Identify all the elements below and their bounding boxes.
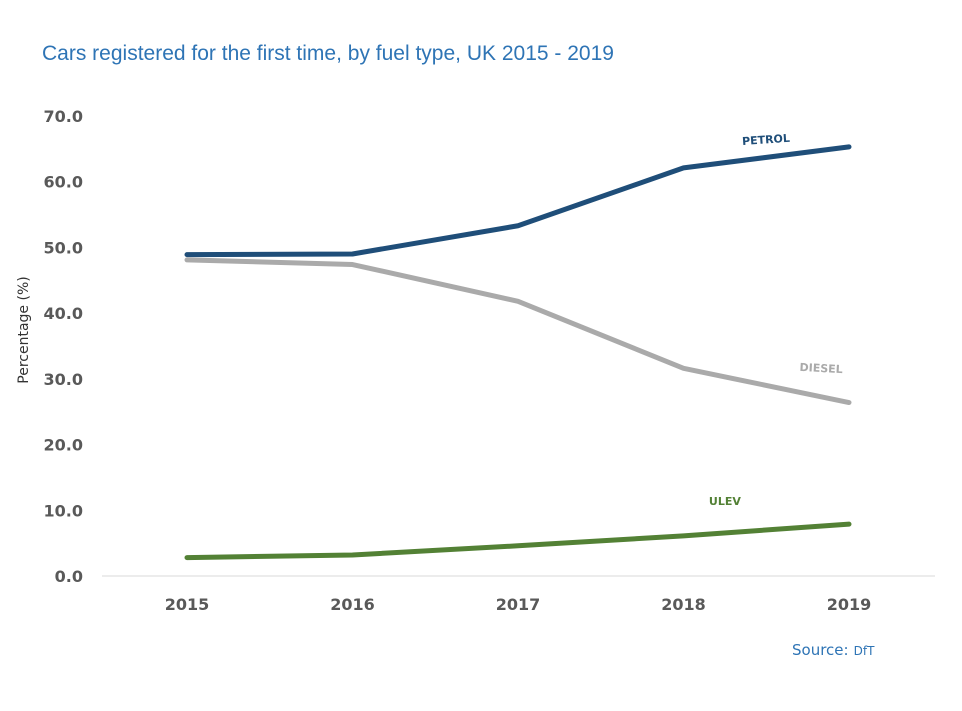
series-label-diesel: DIESEL: [799, 361, 843, 376]
source-label: Source:: [792, 641, 849, 659]
y-tick-label: 10.0: [44, 501, 83, 520]
source-value: DfT: [853, 644, 875, 658]
x-tick-label: 2019: [827, 595, 872, 614]
y-tick-label: 20.0: [44, 436, 83, 455]
y-tick-label: 70.0: [44, 107, 83, 126]
chart-title: Cars registered for the first time, by f…: [42, 42, 614, 65]
x-tick-label: 2015: [165, 595, 210, 614]
y-tick-label: 60.0: [44, 173, 83, 192]
y-axis: 0.0 10.0 20.0 30.0 40.0 50.0 60.0 70.0: [44, 107, 83, 586]
y-tick-label: 30.0: [44, 370, 83, 389]
series-labels: PETROL DIESEL ULEV: [709, 132, 843, 508]
y-tick-label: 0.0: [55, 567, 83, 586]
x-tick-label: 2017: [496, 595, 541, 614]
x-axis: 2015 2016 2017 2018 2019: [165, 595, 872, 614]
series-line-petrol: [184, 144, 852, 258]
series-label-ulev: ULEV: [709, 495, 741, 508]
y-axis-label: Percentage (%): [16, 276, 32, 383]
x-tick-label: 2016: [330, 595, 375, 614]
x-tick-label: 2018: [661, 595, 706, 614]
series-line-diesel: [184, 257, 852, 406]
series-line-ulev: [184, 521, 852, 561]
series-label-petrol: PETROL: [742, 132, 791, 148]
series-lines: [184, 144, 852, 561]
source-note: Source: DfT: [792, 640, 874, 659]
y-tick-label: 50.0: [44, 238, 83, 257]
y-tick-label: 40.0: [44, 304, 83, 323]
